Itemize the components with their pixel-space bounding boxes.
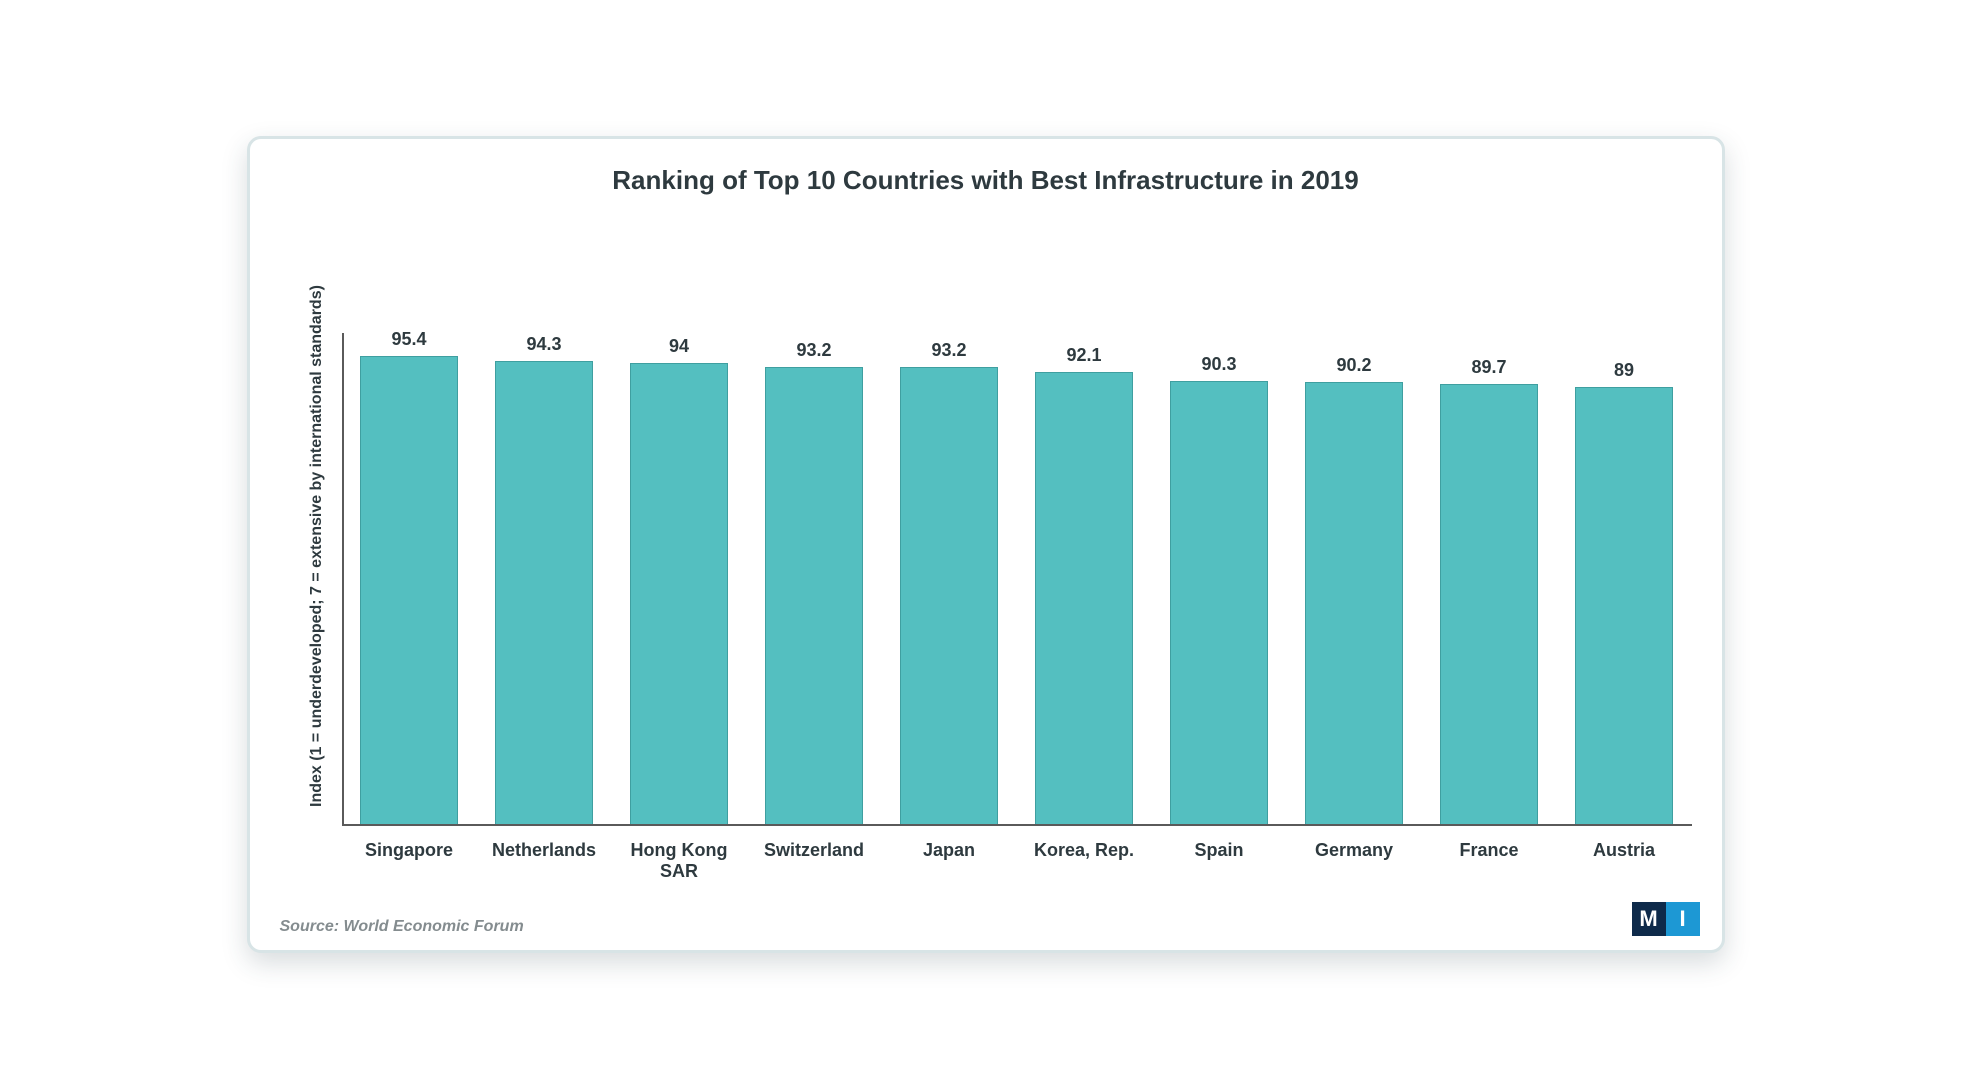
bar xyxy=(495,361,592,826)
bar xyxy=(1305,382,1402,827)
bar xyxy=(1035,372,1132,826)
x-axis-category: Netherlands xyxy=(477,840,612,881)
bar xyxy=(765,367,862,826)
logo-right: I xyxy=(1666,902,1700,936)
y-axis-line xyxy=(342,333,344,826)
bar xyxy=(1575,387,1672,826)
bar-value-label: 94 xyxy=(669,336,689,357)
bar-slot: 89.7 xyxy=(1422,266,1557,826)
bar-value-label: 93.2 xyxy=(931,340,966,361)
bar-slot: 94 xyxy=(612,266,747,826)
bar-value-label: 90.2 xyxy=(1336,355,1371,376)
bar-slot: 92.1 xyxy=(1017,266,1152,826)
x-axis-category: Hong Kong SAR xyxy=(612,840,747,881)
logo-left: M xyxy=(1632,902,1666,936)
bar xyxy=(1440,384,1537,826)
x-axis-category: France xyxy=(1422,840,1557,881)
x-axis-category: Germany xyxy=(1287,840,1422,881)
x-axis-category: Korea, Rep. xyxy=(1017,840,1152,881)
bar-slot: 93.2 xyxy=(882,266,1017,826)
x-axis-category: Japan xyxy=(882,840,1017,881)
chart-card: Ranking of Top 10 Countries with Best In… xyxy=(247,136,1725,953)
bar-value-label: 90.3 xyxy=(1201,354,1236,375)
x-axis-category: Switzerland xyxy=(747,840,882,881)
bar-value-label: 89.7 xyxy=(1471,357,1506,378)
x-axis-line xyxy=(342,824,1692,826)
chart-title: Ranking of Top 10 Countries with Best In… xyxy=(250,165,1722,196)
bar-value-label: 93.2 xyxy=(796,340,831,361)
bar-slot: 90.2 xyxy=(1287,266,1422,826)
x-axis-category: Austria xyxy=(1557,840,1692,881)
bar-value-label: 92.1 xyxy=(1066,345,1101,366)
source-text: Source: World Economic Forum xyxy=(280,918,524,936)
bar xyxy=(360,356,457,826)
bar-slot: 95.4 xyxy=(342,266,477,826)
bar-slot: 93.2 xyxy=(747,266,882,826)
bars-container: 95.4 94.3 94 93.2 93.2 92.1 90.3 90.2 89.7 89 xyxy=(342,266,1692,826)
bar-value-label: 89 xyxy=(1614,360,1634,381)
bar xyxy=(630,363,727,826)
plot-region: 95.4 94.3 94 93.2 93.2 92.1 90.3 90.2 89.7 89 xyxy=(342,266,1692,826)
bar-value-label: 95.4 xyxy=(391,329,426,350)
y-axis-label: Index (1 = underdeveloped; 7 = extensive… xyxy=(308,266,332,826)
bar xyxy=(900,367,997,826)
x-axis-labels: SingaporeNetherlandsHong Kong SARSwitzer… xyxy=(342,840,1692,881)
bar-slot: 89 xyxy=(1557,266,1692,826)
brand-logo: M I xyxy=(1632,902,1700,936)
bar-slot: 94.3 xyxy=(477,266,612,826)
x-axis-category: Spain xyxy=(1152,840,1287,881)
bar xyxy=(1170,381,1267,826)
bar-slot: 90.3 xyxy=(1152,266,1287,826)
chart-area: Index (1 = underdeveloped; 7 = extensive… xyxy=(308,266,1692,826)
bar-value-label: 94.3 xyxy=(526,334,561,355)
x-axis-category: Singapore xyxy=(342,840,477,881)
